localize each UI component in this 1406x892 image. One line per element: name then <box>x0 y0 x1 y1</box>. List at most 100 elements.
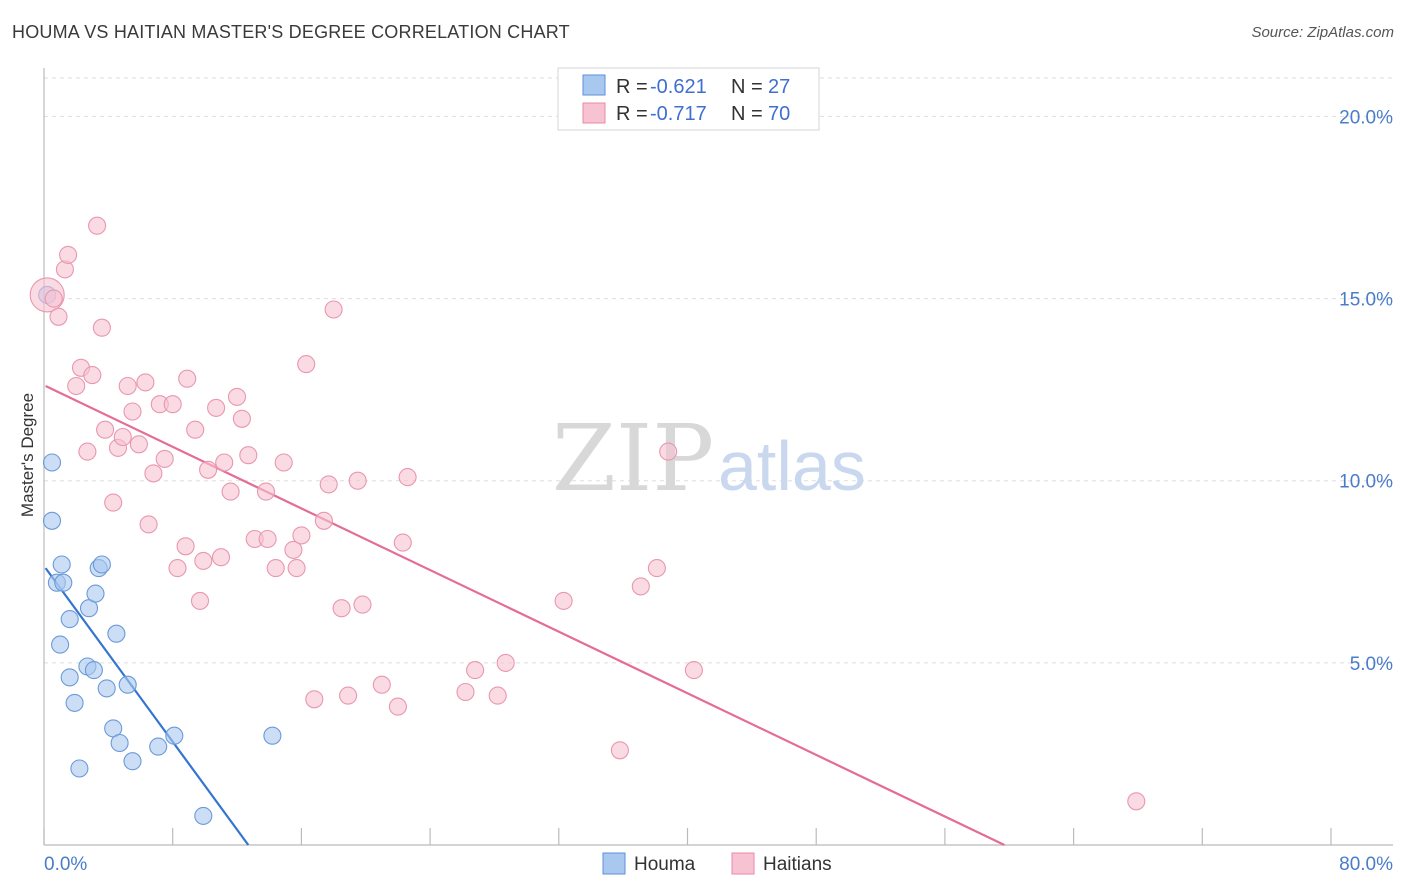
series-swatch-houma <box>602 852 626 875</box>
legend-n-label-haitians: N = <box>731 103 763 125</box>
data-points <box>29 216 1146 825</box>
haitians-point <box>83 366 102 385</box>
haitians-point <box>136 373 155 392</box>
houma-point <box>194 806 213 825</box>
haitians-point <box>155 449 174 468</box>
correlation-legend: R = -0.621 N = 27 R = -0.717 N = 70 <box>557 67 820 131</box>
series-label-haitians: Haitians <box>763 854 832 875</box>
haitians-point <box>49 307 68 326</box>
haitians-point <box>176 537 195 556</box>
haitians-point <box>215 453 234 472</box>
watermark-atlas: atlas <box>718 427 866 505</box>
legend-swatch-haitians <box>582 102 606 124</box>
haitians-point <box>610 741 629 760</box>
haitians-point <box>194 551 213 570</box>
houma-trend-line <box>44 567 250 846</box>
haitians-point <box>44 289 63 308</box>
haitians-point <box>266 559 285 578</box>
chart-title: HOUMA VS HAITIAN MASTER'S DEGREE CORRELA… <box>12 22 570 42</box>
x-tick-label: 0.0% <box>44 854 87 875</box>
haitians-point <box>211 548 231 567</box>
haitians-point <box>297 355 316 374</box>
legend-r-label-houma: R = <box>616 76 648 98</box>
haitians-point <box>67 376 86 396</box>
haitians-point <box>256 482 276 501</box>
x-tick-label: 80.0% <box>1339 854 1393 875</box>
haitians-point <box>456 682 475 702</box>
watermark-zip: ZIP <box>552 405 714 512</box>
legend-r-value-haitians: -0.717 <box>650 103 707 125</box>
legend-r-value-houma: -0.621 <box>650 76 707 98</box>
haitians-point <box>305 690 324 709</box>
houma-point <box>92 555 111 574</box>
haitians-point <box>59 245 78 264</box>
haitians-point <box>319 475 338 494</box>
haitians-point <box>113 427 132 447</box>
y-tick-label: 10.0% <box>1339 472 1393 493</box>
houma-point <box>51 635 70 654</box>
haitians-point <box>123 402 142 421</box>
houma-point <box>60 668 79 687</box>
houma-point <box>42 453 62 472</box>
series-swatch-haitians <box>731 852 755 875</box>
haitians-point <box>348 471 367 490</box>
haitians-point <box>144 464 163 483</box>
houma-point <box>97 679 116 698</box>
haitians-point <box>659 442 678 461</box>
y-tick-label: 20.0% <box>1339 107 1393 128</box>
houma-point <box>60 610 79 629</box>
houma-point <box>110 733 129 753</box>
haitians-point <box>163 395 182 414</box>
haitians-point <box>274 453 293 472</box>
haitians-point <box>139 515 158 534</box>
haitians-point <box>207 398 226 417</box>
haitians-point <box>232 409 251 428</box>
source-credit: Source: ZipAtlas.com <box>1251 24 1394 41</box>
houma-point <box>52 555 71 574</box>
legend-n-value-haitians: 70 <box>768 103 790 125</box>
houma-point <box>118 675 137 694</box>
haitians-point <box>199 460 218 479</box>
haitians-point <box>292 526 311 545</box>
haitians-point <box>398 468 417 487</box>
haitians-point <box>388 697 407 716</box>
haitians-point <box>78 442 97 461</box>
haitians-point <box>118 376 137 396</box>
houma-point <box>70 759 89 778</box>
y-tick-label: 15.0% <box>1339 290 1393 311</box>
haitians-point <box>92 318 111 337</box>
haitians-point <box>168 559 187 578</box>
haitians-point <box>393 533 412 552</box>
haitians-point <box>178 369 197 388</box>
legend-swatch-houma <box>582 74 606 96</box>
houma-point <box>149 737 168 756</box>
legend-n-label-houma: N = <box>731 76 763 98</box>
gridlines <box>44 77 1393 664</box>
haitians-point <box>466 661 485 680</box>
y-axis-label: Master's Degree <box>18 393 37 517</box>
haitians-point <box>258 529 277 549</box>
houma-point <box>107 624 126 643</box>
houma-point <box>165 726 184 745</box>
haitians-point <box>324 300 343 319</box>
haitians-point <box>88 216 107 235</box>
houma-point <box>65 693 84 712</box>
tick-labels: 5.0% 10.0% 15.0% 20.0% 0.0% 80.0% <box>44 107 1393 875</box>
haitians-point <box>353 595 372 614</box>
haitians-point <box>239 446 258 465</box>
haitians-point <box>96 420 115 439</box>
legend-r-label-haitians: R = <box>616 103 648 125</box>
y-tick-label: 5.0% <box>1350 654 1393 675</box>
haitians-point <box>1127 792 1146 811</box>
haitians-point <box>227 387 247 406</box>
haitians-point <box>631 577 650 596</box>
houma-point <box>123 752 142 771</box>
haitians-point <box>129 435 148 454</box>
houma-point <box>84 661 103 680</box>
haitians-point <box>647 559 666 578</box>
houma-point <box>54 573 73 592</box>
haitians-point <box>684 661 703 680</box>
haitians-point <box>221 482 240 501</box>
haitians-point <box>314 511 333 530</box>
